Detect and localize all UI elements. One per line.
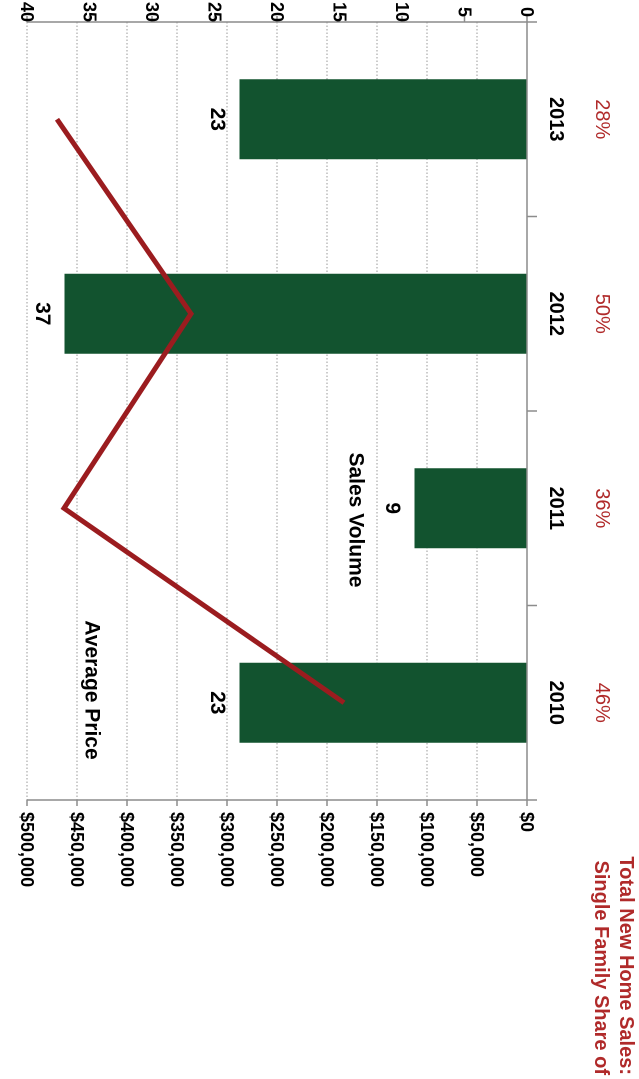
share-label-line1: Single Family Share of bbox=[590, 860, 612, 1075]
category-label: 2012 bbox=[545, 292, 567, 337]
bar-2011 bbox=[414, 468, 527, 549]
primary-tick-label: $50,000 bbox=[467, 812, 487, 877]
secondary-tick-label: 10 bbox=[392, 2, 412, 22]
share-value: 36% bbox=[591, 488, 613, 528]
secondary-tick-label: 0 bbox=[517, 7, 537, 17]
bar-data-label: 23 bbox=[206, 691, 229, 714]
secondary-tick-label: 20 bbox=[267, 2, 287, 22]
primary-tick-label: $250,000 bbox=[267, 812, 287, 887]
secondary-tick-label: 5 bbox=[455, 7, 475, 17]
secondary-tick-label: 35 bbox=[80, 2, 100, 22]
bar-data-label: 9 bbox=[381, 502, 404, 514]
category-label: 2011 bbox=[545, 487, 567, 530]
primary-tick-label: $200,000 bbox=[317, 812, 337, 887]
primary-tick-label: $300,000 bbox=[217, 812, 237, 887]
share-value: 28% bbox=[591, 99, 613, 139]
average-price-line bbox=[54, 117, 346, 705]
price-line bbox=[54, 117, 346, 705]
bar-data-label: 23 bbox=[206, 108, 229, 131]
bar-2013 bbox=[239, 79, 527, 160]
axes bbox=[26, 16, 537, 806]
primary-tick-label: $100,000 bbox=[417, 812, 437, 887]
labels: $0 $50,000 $100,000 $150,000 $200,000 $250,00… bbox=[17, 2, 637, 1075]
share-value: 50% bbox=[591, 294, 613, 334]
secondary-tick-label: 15 bbox=[330, 2, 350, 22]
sales-volume-label: Sales Volume bbox=[345, 452, 368, 587]
category-label: 2013 bbox=[545, 97, 567, 142]
bar-2010 bbox=[239, 662, 527, 743]
category-label: 2010 bbox=[545, 681, 567, 726]
primary-tick-label: $0 bbox=[517, 812, 537, 832]
average-price-label: Average Price bbox=[81, 620, 104, 759]
primary-tick-label: $500,000 bbox=[17, 812, 37, 887]
share-label-line2: Total New Home Sales: bbox=[615, 856, 637, 1075]
bars bbox=[64, 79, 527, 743]
share-value: 46% bbox=[591, 683, 613, 723]
secondary-tick-label: 40 bbox=[17, 2, 37, 22]
primary-tick-label: $450,000 bbox=[67, 812, 87, 887]
secondary-tick-label: 25 bbox=[205, 2, 225, 22]
primary-tick-label: $350,000 bbox=[167, 812, 187, 887]
primary-tick-label: $150,000 bbox=[367, 812, 387, 887]
primary-tick-label: $400,000 bbox=[117, 812, 137, 887]
secondary-tick-label: 30 bbox=[142, 2, 162, 22]
bar-data-label: 37 bbox=[31, 302, 54, 325]
bar-2012 bbox=[64, 273, 527, 354]
